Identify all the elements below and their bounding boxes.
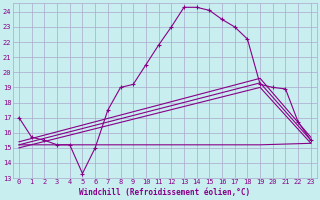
X-axis label: Windchill (Refroidissement éolien,°C): Windchill (Refroidissement éolien,°C) — [79, 188, 251, 197]
